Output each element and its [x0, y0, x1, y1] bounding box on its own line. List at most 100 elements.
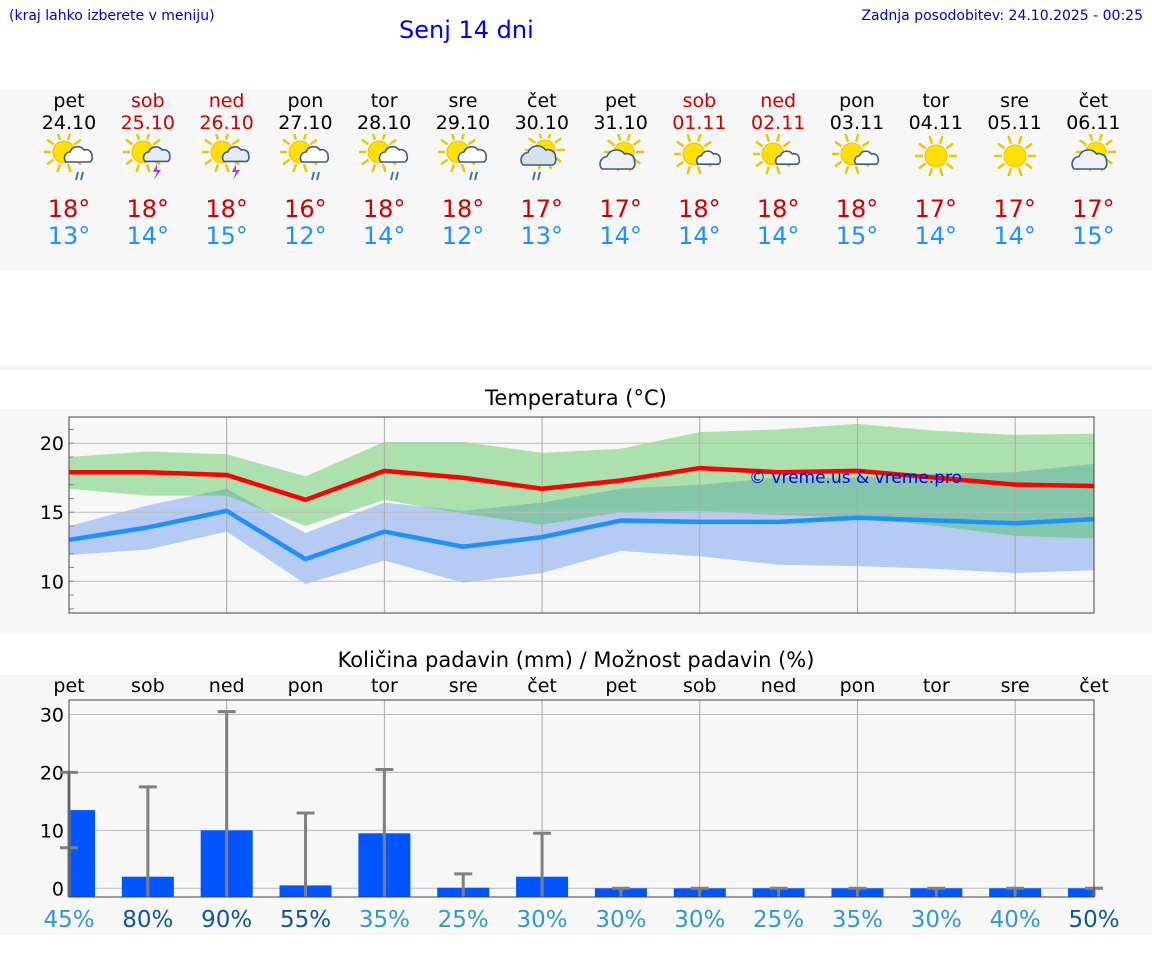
precip-chance-label: 35%: [832, 907, 883, 933]
precip-day-label: čet: [1079, 675, 1109, 697]
plot-frame: [68, 699, 1095, 898]
precip-day-label: sre: [449, 675, 478, 697]
day-name: tor: [922, 90, 950, 112]
min-temperature: 15°: [1072, 222, 1115, 250]
max-temperature: 17°: [599, 195, 642, 223]
max-temperature: 16°: [284, 195, 327, 223]
min-temperature: 15°: [205, 222, 248, 250]
day-date: 04.11: [908, 112, 963, 134]
day-date: 02.11: [750, 112, 806, 134]
day-name: sre: [448, 90, 478, 112]
precip-chance-label: 40%: [990, 907, 1041, 933]
day-name: čet: [527, 90, 557, 112]
forecast-day: čet 30.10 17° 13°: [502, 90, 582, 250]
min-temperature: 13°: [47, 222, 91, 250]
forecast-band: [0, 90, 1152, 270]
cloud-sun-rain-icon: [520, 134, 566, 181]
day-date: 28.10: [356, 112, 412, 134]
y-tick-label: 10: [40, 571, 64, 593]
max-temperature: 18°: [126, 195, 170, 223]
day-date: 03.11: [829, 112, 885, 134]
cloud-shape: [775, 150, 801, 165]
day-date: 30.10: [514, 112, 569, 134]
max-temperature: 18°: [835, 195, 879, 223]
sun-small-cloud-icon: [674, 134, 722, 175]
precip-day-label: tor: [371, 675, 398, 697]
precipitation-chart-title: Količina padavin (mm) / Možnost padavin …: [337, 648, 815, 672]
y-tick-label: 20: [40, 762, 64, 784]
y-tick-label: 20: [40, 433, 64, 455]
precip-day-label: sob: [683, 675, 717, 697]
cloud-sun-icon: [1071, 134, 1117, 172]
day-date: 05.11: [987, 112, 1042, 134]
day-date: 24.10: [41, 112, 97, 134]
min-temperature: 14°: [993, 222, 1036, 250]
last-updated: Zadnja posodobitev: 24.10.2025 - 00:25: [861, 8, 1143, 24]
day-name: sob: [131, 90, 165, 112]
min-temperature: 14°: [599, 222, 642, 250]
max-temperature: 18°: [678, 195, 721, 223]
precip-day-label: pon: [288, 675, 324, 697]
y-tick-label: 10: [40, 820, 64, 842]
precip-bar: [69, 810, 95, 897]
day-name: ned: [760, 90, 797, 112]
plot-frame: [68, 416, 1095, 614]
day-date: 31.10: [593, 112, 648, 134]
lightning-bolt: [231, 164, 240, 180]
cloud-shape: [142, 146, 171, 163]
cloud-shape: [457, 145, 488, 163]
precip-error-bar: [1006, 886, 1025, 897]
y-tick-label: 30: [40, 704, 64, 726]
precip-chance-label: 25%: [753, 907, 804, 933]
cloud-shape: [598, 149, 636, 170]
max-temperature: 18°: [756, 195, 800, 223]
section-divider: [0, 365, 1152, 370]
max-temperature: 18°: [362, 195, 406, 223]
precip-error-bar: [138, 785, 157, 897]
forecast-day: čet 06.11 17° 15°: [1053, 90, 1133, 250]
min-temperature: 14°: [362, 222, 406, 250]
forecast-day: sob 25.10 18° 14°: [108, 90, 188, 250]
cloud-shape: [520, 145, 557, 166]
precip-day-label: sob: [131, 675, 165, 697]
sun-icon: [993, 135, 1036, 177]
cloud-shape: [696, 150, 722, 165]
precip-chance-label: 30%: [517, 907, 568, 933]
max-temperature: 17°: [993, 195, 1036, 223]
precip-chance-label: 55%: [280, 907, 331, 933]
precip-error-bar: [848, 886, 867, 897]
sun-thunderstorm-icon: [122, 134, 171, 180]
min-temperature-line: [68, 508, 1095, 562]
forecast-day: sre 05.11 17° 14°: [975, 90, 1055, 250]
day-name: sob: [682, 90, 717, 112]
precip-day-label: ned: [209, 675, 245, 697]
sun-cloud-rain-icon: [44, 134, 94, 181]
forecast-day: pon 27.10 16° 12°: [265, 90, 345, 250]
day-name: pet: [53, 90, 85, 112]
precip-chance-label: 25%: [438, 907, 489, 933]
sun-shape: [914, 135, 958, 177]
sun-small-cloud-icon: [832, 134, 880, 175]
rain-drops: [531, 171, 541, 181]
min-temperature: 14°: [914, 222, 958, 250]
precip-error-bar: [217, 710, 236, 897]
sun-shape: [280, 134, 322, 173]
precip-chance-label: 35%: [359, 907, 410, 933]
min-temperature: 15°: [835, 222, 879, 250]
day-name: ned: [208, 90, 245, 112]
max-temperature: 17°: [520, 195, 564, 223]
day-name: pet: [604, 90, 637, 112]
plot-area: [69, 417, 1094, 613]
max-temperature: 17°: [1072, 195, 1115, 223]
precip-chance-label: 50%: [1068, 907, 1119, 933]
precip-day-label: pet: [605, 675, 636, 697]
min-temperature: 14°: [678, 222, 721, 250]
rain-drops: [75, 171, 84, 181]
min-temperature: 13°: [520, 222, 564, 250]
precip-day-label: pon: [840, 675, 876, 697]
sun-thunderstorm-icon: [201, 134, 250, 180]
sun-cloud-rain-icon: [438, 134, 488, 181]
min-temperature: 14°: [126, 222, 170, 250]
precip-chance-label: 30%: [595, 907, 646, 933]
sun-cloud-rain-icon: [359, 134, 409, 181]
